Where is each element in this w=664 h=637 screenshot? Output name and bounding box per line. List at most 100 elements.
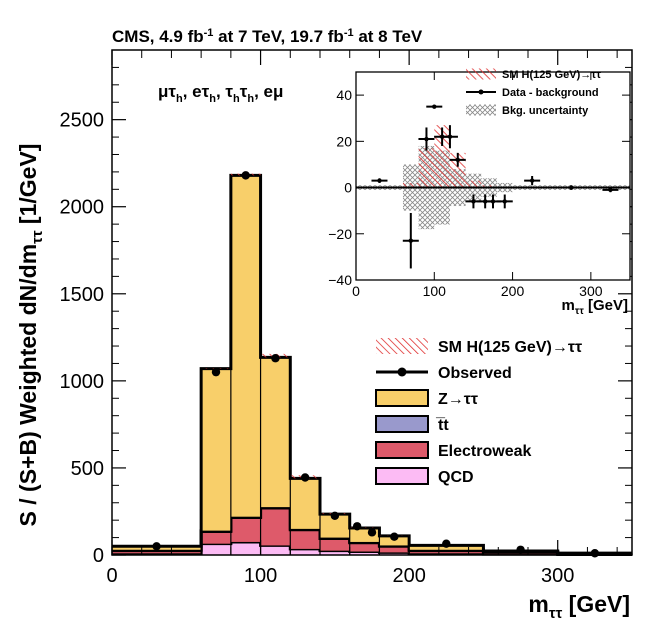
channel-2: , eτ	[183, 82, 210, 101]
bar-electroweak-1	[201, 531, 231, 544]
observed-point-10	[516, 545, 525, 554]
title-sup-1: -1	[204, 27, 214, 39]
inset-point-2	[424, 136, 429, 142]
y-tick-label-2500: 2500	[60, 110, 105, 132]
observed-point-7	[367, 528, 377, 537]
bar-electroweak-2	[230, 517, 261, 542]
legend-sm-h-125-gev-swatch	[376, 338, 428, 354]
title-part-3: at 8 TeV	[354, 27, 423, 46]
inset-signal-bar-6	[481, 185, 497, 188]
observed-point-2	[241, 171, 250, 180]
observed-point-1	[211, 367, 221, 377]
inset-x-tick-label-300: 300	[579, 283, 603, 299]
bar-z-3	[260, 357, 291, 508]
main-outline	[111, 175, 633, 555]
y-tick-label-1500: 1500	[60, 284, 105, 306]
bar-qcd-2	[230, 541, 261, 555]
y-tick-label-1000: 1000	[60, 371, 105, 393]
legend-qcd-swatch	[375, 467, 429, 485]
inset-chart: −40 −20 0 20 40 0 100 200 300 SM H(125 GeV)→ττ Da…	[328, 68, 631, 317]
bar-electroweak-4	[290, 529, 320, 549]
inset-signal-bar-5	[465, 180, 482, 188]
y-label-unit: [1/GeV]	[15, 144, 41, 231]
inset-point-11	[529, 178, 535, 183]
inset-fills	[356, 125, 630, 230]
title-part-2: at 7 TeV, 19.7 fb	[213, 27, 343, 46]
channel-4-sub: h	[247, 93, 254, 105]
channel-1-sub: h	[176, 93, 183, 105]
inset-y-tick-label-2: 0	[344, 180, 352, 196]
inset-legend-bkg-uncertainty-label: Bkg. uncertainty	[502, 105, 589, 117]
observed-point-9	[442, 539, 451, 548]
inset-point-10	[502, 199, 507, 204]
x-label-main: m	[528, 591, 548, 617]
y-axis-label: S / (S+B) Weighted dN/dmττ [1/GeV]	[15, 144, 46, 527]
inset-point-6	[455, 157, 460, 163]
inset-x-tick-label-200: 200	[501, 283, 525, 299]
title-part-1: CMS, 4.9 fb	[112, 27, 204, 46]
bar-qcd-5	[320, 550, 350, 555]
channel-3-sub: h	[233, 93, 240, 105]
bar-z-1	[201, 368, 231, 531]
legend-z-swatch	[375, 389, 429, 407]
inset-legend-data-background-label: Data - background	[502, 87, 599, 99]
inset-point-0	[377, 178, 382, 183]
bar-qcd-3	[260, 545, 291, 555]
y-tick-label-2000: 2000	[60, 197, 105, 219]
inset-point-13	[608, 187, 613, 193]
observed-point-8	[390, 532, 399, 541]
channel-3: , τ	[216, 82, 233, 101]
channel-4: τ	[240, 82, 248, 101]
legend-z-label: Z→ττ	[438, 391, 478, 408]
y-tick-label-0: 0	[93, 545, 104, 567]
observed-point-11	[590, 549, 600, 558]
inset-x-label-main: m	[562, 297, 575, 314]
bar-z-2	[230, 175, 261, 517]
y-label-main: S / (S+B) Weighted dN/dm	[15, 244, 41, 527]
inset-legend-sm-h-125-gev-label: SM H(125 GeV)→ττ	[502, 69, 601, 81]
channel-5: , eμ	[254, 82, 283, 101]
inset-x-tick-label-0: 0	[352, 283, 360, 299]
channel-label: μτh, eτh, τhτh, eμ	[158, 82, 283, 105]
observed-point-4	[300, 473, 310, 482]
x-axis-label: mττ [GeV]	[528, 591, 630, 622]
bar-electroweak-7	[379, 546, 410, 553]
legend-t-t-label: t̅t	[436, 417, 450, 434]
bar-qcd-6	[349, 551, 380, 555]
legend-observed-marker	[397, 367, 407, 377]
main-legend: SM H(125 GeV)→ττ Observed Z→ττ t̅t Electrowe…	[375, 338, 582, 486]
legend-electroweak-label: Electroweak	[438, 443, 531, 460]
inset-data	[356, 104, 630, 269]
legend-qcd-label: QCD	[438, 469, 474, 486]
inset-x-axis-label: mττ [GeV]	[562, 297, 628, 317]
bar-z-4	[290, 478, 320, 529]
legend-observed-label: Observed	[438, 365, 512, 382]
inset-point-12	[569, 185, 574, 190]
legend-t-t-swatch	[375, 415, 429, 433]
x-label-unit: [GeV]	[562, 591, 630, 617]
inset-point-5	[447, 134, 453, 139]
inset-point-7	[471, 199, 476, 204]
y-label-sub: ττ	[29, 230, 46, 244]
x-tick-label-100: 100	[244, 565, 277, 587]
x-tick-label-0: 0	[106, 565, 117, 587]
inset-background	[356, 72, 630, 280]
inset-signal-bar-4	[449, 152, 466, 188]
observed-point-5	[330, 511, 340, 521]
bar-electroweak-5	[320, 538, 350, 551]
observed-point-0	[152, 542, 161, 551]
inset-signal-bar-2	[418, 148, 435, 188]
bar-electroweak-3	[260, 507, 291, 546]
inset-point-1	[408, 238, 413, 243]
inset-y-tick-label-1: −20	[328, 226, 352, 242]
main-frame	[111, 49, 633, 556]
observed-point-3	[271, 354, 280, 363]
x-tick-label-200: 200	[392, 565, 425, 587]
x-tick-label-300: 300	[541, 565, 574, 587]
bar-qcd-1	[201, 543, 231, 555]
observed-point-6	[352, 522, 362, 531]
legend-electroweak-swatch	[375, 441, 429, 459]
x-label-sub: ττ	[549, 605, 563, 622]
inset-y-tick-label-3: 20	[336, 133, 352, 149]
